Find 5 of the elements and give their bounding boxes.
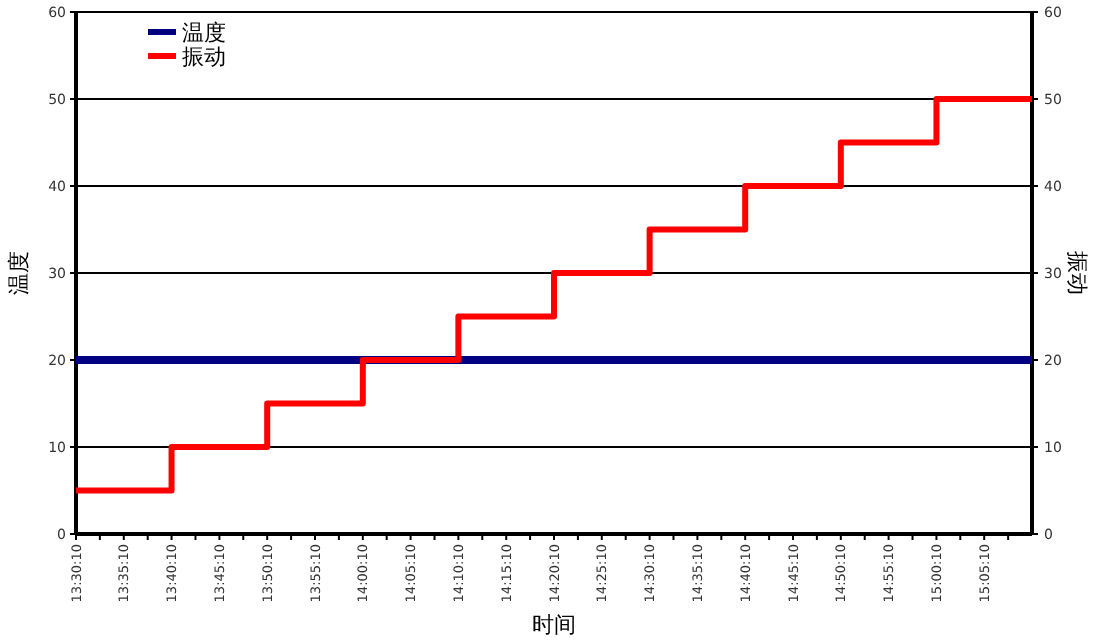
y-axis-title: 温度: [6, 251, 32, 295]
legend-label: 振动: [182, 44, 226, 70]
legend-label: 温度: [182, 20, 226, 46]
x-axis-title: 时间: [532, 612, 576, 638]
y2-axis-title: 振动: [1064, 251, 1090, 295]
